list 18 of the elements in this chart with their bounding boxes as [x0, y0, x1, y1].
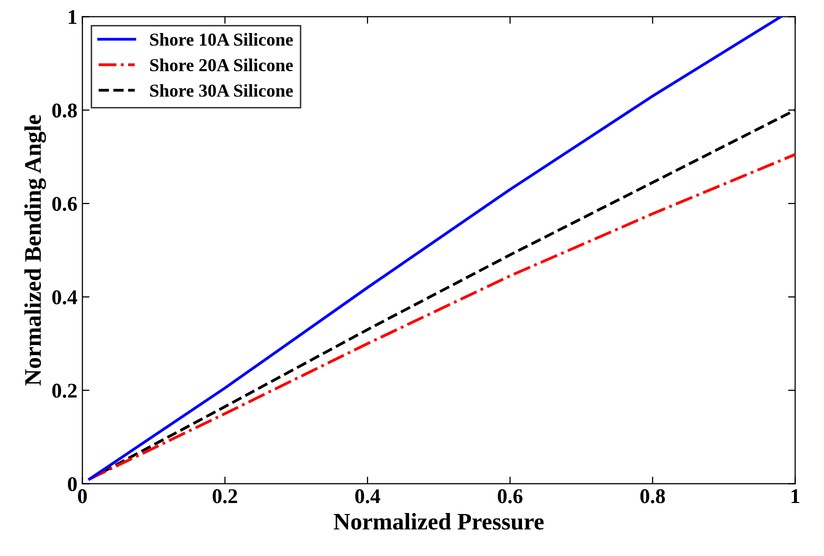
y-tick-label: 0.6: [52, 196, 77, 212]
y-tick-label: 0.4: [52, 290, 78, 304]
x-axis-title: Normalized Pressure: [334, 513, 544, 530]
x-tick-label: 0.8: [640, 489, 665, 504]
x-tick-label: 0.4: [355, 489, 380, 504]
x-tick-label: 0.2: [212, 489, 238, 504]
y-tick-label: 0.2: [52, 384, 77, 398]
line-series: [88, 16, 782, 480]
y-tick-label: 0.8: [52, 103, 77, 118]
y-tick-label: 0: [68, 477, 77, 492]
legend-label: Shore 20A Silicone: [150, 58, 293, 72]
x-tick-label: 0: [78, 489, 87, 504]
y-tick-label: 1: [68, 10, 76, 24]
y-axis-title: Normalized Bending Angle: [24, 115, 46, 386]
x-tick-label: 0.6: [498, 489, 522, 504]
legend-label: Shore 10A Silicone: [150, 33, 293, 46]
legend-label: Shore 30A Silicone: [150, 84, 293, 97]
x-tick-label: 1: [792, 489, 800, 504]
